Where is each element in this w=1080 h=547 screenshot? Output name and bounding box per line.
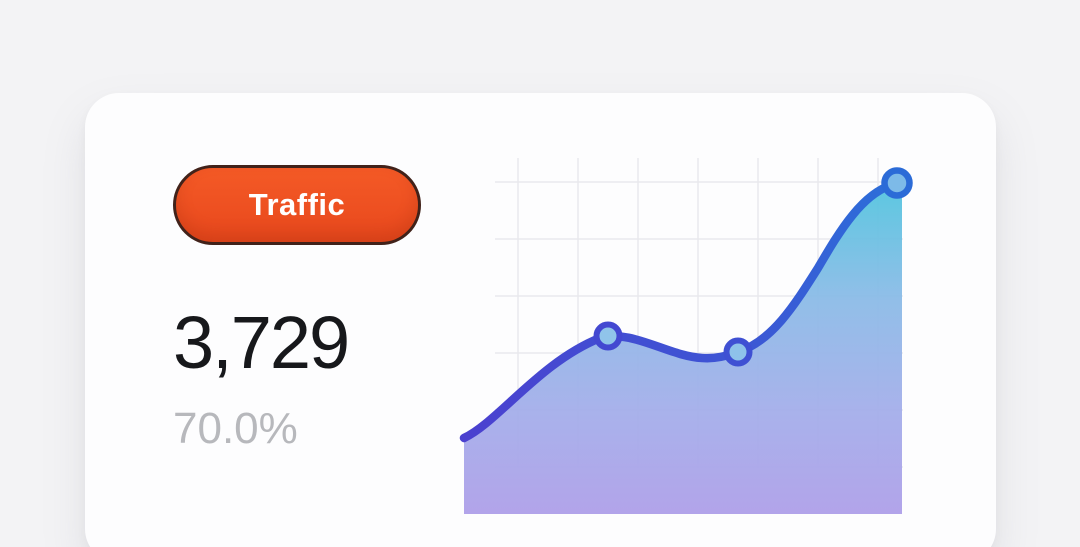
traffic-badge-label: Traffic [248, 187, 346, 222]
chart-data-point-marker[interactable] [881, 167, 913, 199]
traffic-badge[interactable]: Traffic [173, 165, 421, 245]
metric-percent: 70.0% [173, 404, 298, 453]
chart-line [459, 179, 900, 443]
chart-data-point-marker[interactable] [723, 337, 753, 367]
chart-data-point-marker[interactable] [593, 321, 623, 351]
chart-area [464, 184, 902, 514]
metric-value: 3,729 [173, 301, 350, 384]
chart-markers [593, 167, 913, 367]
